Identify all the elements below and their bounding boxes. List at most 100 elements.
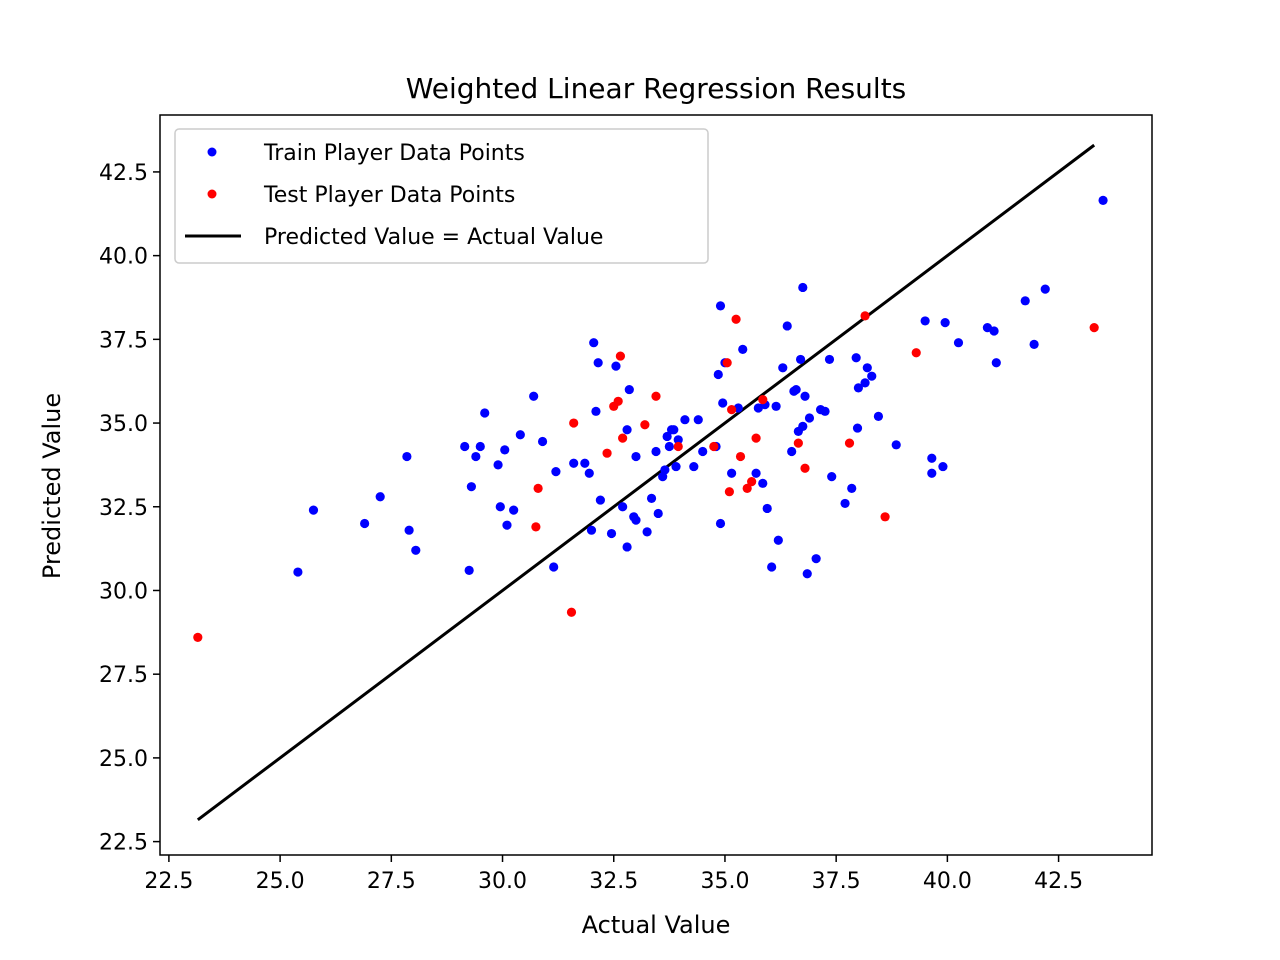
train-data-point xyxy=(402,451,412,462)
train-data-point xyxy=(529,391,539,401)
legend-test-marker xyxy=(207,189,217,199)
test-points-series xyxy=(193,311,1099,642)
train-data-point xyxy=(673,435,683,445)
train-data-point xyxy=(767,562,777,572)
test-data-point xyxy=(673,441,683,452)
train-data-point xyxy=(411,545,421,555)
train-data-point xyxy=(404,525,414,535)
train-data-point xyxy=(738,344,748,354)
y-tick-label: 22.5 xyxy=(99,831,148,856)
train-data-point xyxy=(551,467,561,477)
legend: Train Player Data Points Test Player Dat… xyxy=(174,128,709,264)
train-data-point xyxy=(891,440,901,450)
test-data-point xyxy=(758,395,768,405)
train-data-point xyxy=(802,569,812,579)
train-data-point xyxy=(820,406,830,416)
train-data-point xyxy=(631,451,641,462)
train-data-point xyxy=(480,408,490,418)
train-data-point xyxy=(804,413,815,423)
train-data-point xyxy=(771,401,781,411)
train-data-point xyxy=(669,425,679,435)
train-data-point xyxy=(773,535,783,545)
identity-line-series xyxy=(196,143,1096,822)
train-data-point xyxy=(920,316,930,326)
x-tick-label: 40.0 xyxy=(923,869,972,894)
train-data-point xyxy=(502,520,512,530)
train-data-point xyxy=(664,441,674,452)
test-data-point xyxy=(602,448,612,458)
test-data-point xyxy=(722,358,732,368)
legend-train-label: Train Player Data Points xyxy=(263,141,525,166)
train-data-point xyxy=(584,468,594,478)
train-data-point xyxy=(537,436,548,447)
test-data-point xyxy=(727,405,737,415)
train-data-point xyxy=(991,358,1001,368)
y-tick-label: 25.0 xyxy=(99,747,148,772)
y-tick-label: 27.5 xyxy=(99,663,148,688)
legend-frame xyxy=(174,128,709,264)
y-tick-label: 37.5 xyxy=(99,328,148,353)
train-data-point xyxy=(308,505,319,515)
train-data-point xyxy=(787,446,797,457)
test-data-point xyxy=(1089,323,1099,333)
test-data-point xyxy=(613,396,623,406)
test-data-point xyxy=(735,451,746,462)
train-data-point xyxy=(715,518,726,529)
train-data-point xyxy=(495,502,505,512)
train-data-point xyxy=(611,361,621,371)
test-data-point xyxy=(569,418,579,428)
train-data-point xyxy=(460,441,470,452)
train-data-point xyxy=(671,461,681,472)
train-data-point xyxy=(751,468,761,478)
train-data-point xyxy=(940,318,950,328)
train-data-point xyxy=(646,493,657,503)
chart-title: Weighted Linear Regression Results xyxy=(406,72,907,105)
test-data-point xyxy=(640,420,650,430)
train-data-point xyxy=(1029,339,1039,349)
train-data-point xyxy=(475,441,485,452)
test-data-point xyxy=(731,314,741,324)
train-data-point xyxy=(500,445,510,455)
test-data-point xyxy=(651,391,661,401)
test-data-point xyxy=(193,632,203,642)
train-data-point xyxy=(718,398,728,408)
x-tick-label: 32.5 xyxy=(589,869,638,894)
test-data-point xyxy=(724,487,734,497)
train-data-point xyxy=(927,453,937,463)
train-data-point xyxy=(549,562,559,572)
y-axis: 22.5 25.0 27.5 30.0 32.5 35.0 37.5 40.0 42.5 xyxy=(99,161,160,856)
test-data-point xyxy=(860,311,870,321)
train-data-point xyxy=(938,461,948,472)
train-data-point xyxy=(360,518,370,529)
train-data-point xyxy=(606,528,617,539)
train-data-point xyxy=(1040,284,1050,294)
train-data-point xyxy=(782,321,792,331)
train-data-point xyxy=(689,461,699,472)
train-data-point xyxy=(593,358,603,368)
train-data-point xyxy=(515,430,525,440)
train-data-point xyxy=(569,458,579,468)
train-data-point xyxy=(800,391,810,401)
test-data-point xyxy=(880,512,890,522)
train-data-point xyxy=(589,338,599,348)
y-tick-label: 35.0 xyxy=(99,412,148,437)
train-data-point xyxy=(651,446,661,457)
train-data-point xyxy=(471,451,481,462)
x-tick-label: 22.5 xyxy=(144,869,193,894)
train-data-point xyxy=(798,421,808,432)
train-data-point xyxy=(586,525,597,535)
train-data-point xyxy=(715,301,726,311)
train-data-point xyxy=(698,446,708,457)
train-data-point xyxy=(791,384,801,395)
train-data-point xyxy=(847,483,857,493)
x-tick-label: 25.0 xyxy=(256,869,305,894)
train-data-point xyxy=(1020,296,1030,306)
train-data-point xyxy=(840,498,850,509)
train-data-point xyxy=(852,423,863,433)
train-data-point xyxy=(762,503,772,514)
train-points-series xyxy=(293,195,1108,579)
train-data-point xyxy=(375,492,385,502)
train-data-point xyxy=(713,369,723,380)
train-data-point xyxy=(591,406,601,416)
